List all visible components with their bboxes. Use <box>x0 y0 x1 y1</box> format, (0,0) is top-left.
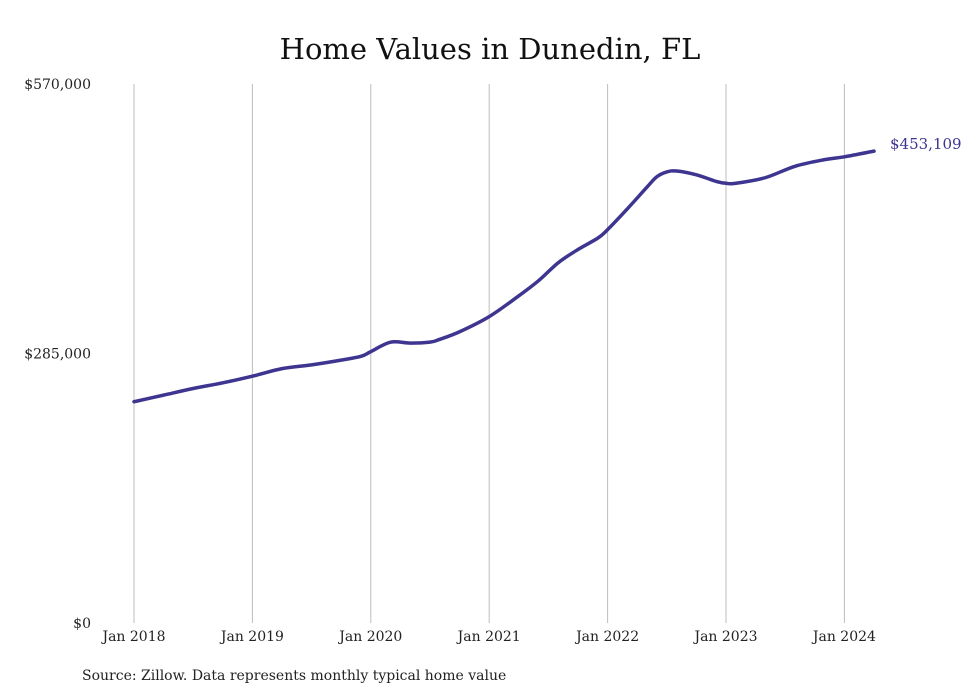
source-note: Source: Zillow. Data represents monthly … <box>82 668 507 684</box>
end-value-label: $453,109 <box>890 135 962 153</box>
x-tick-label: Jan 2018 <box>100 629 165 645</box>
chart-title: Home Values in Dunedin, FL <box>279 32 701 66</box>
y-axis: $0 $285,000 $570,000 <box>24 77 91 632</box>
x-tick-label: Jan 2022 <box>574 629 639 645</box>
x-tick-label: Jan 2024 <box>811 629 876 645</box>
x-tick-label: Jan 2021 <box>456 629 521 645</box>
y-tick-label: $0 <box>73 616 91 632</box>
x-axis: Jan 2018 Jan 2019 Jan 2020 Jan 2021 Jan 2022… <box>100 629 876 645</box>
annotations: $453,109 <box>890 135 962 153</box>
x-tick-label: Jan 2020 <box>337 629 402 645</box>
series-line-0 <box>132 149 876 404</box>
series <box>132 149 876 404</box>
gridlines <box>133 84 845 623</box>
y-tick-label: $570,000 <box>24 77 91 93</box>
x-tick-label: Jan 2019 <box>219 629 284 645</box>
x-tick-label: Jan 2023 <box>692 629 757 645</box>
y-tick-label: $285,000 <box>24 347 91 363</box>
